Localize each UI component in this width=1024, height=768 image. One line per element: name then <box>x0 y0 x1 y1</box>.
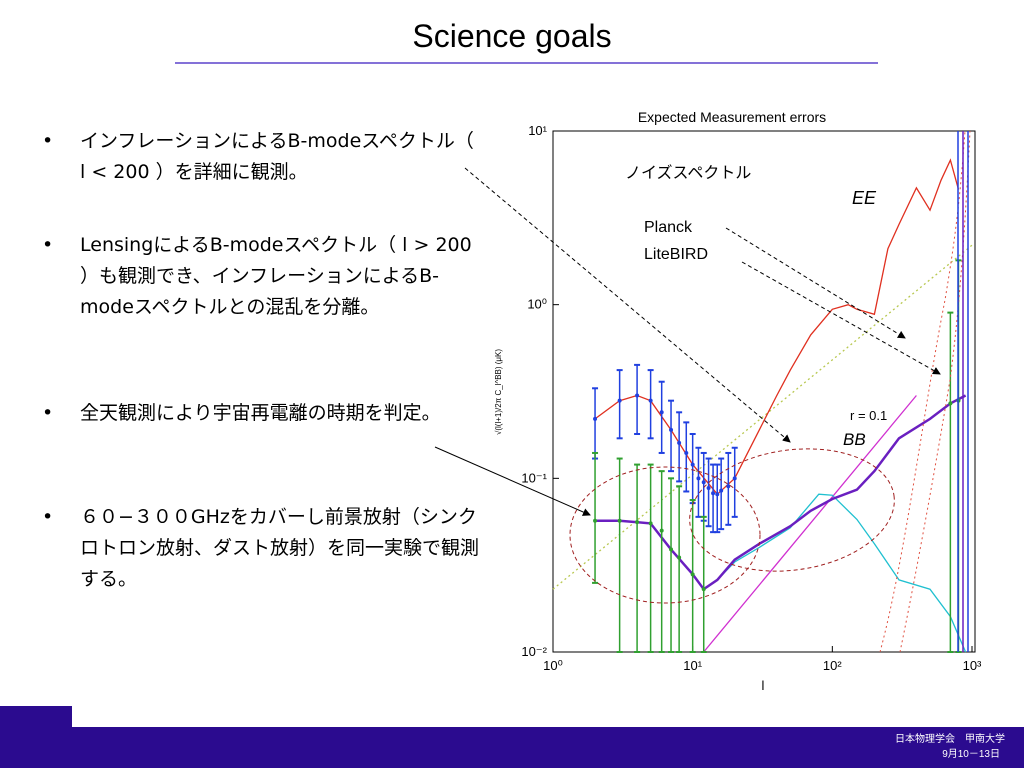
data-point <box>690 462 695 467</box>
data-point <box>701 480 706 485</box>
chart-title: Expected Measurement errors <box>638 109 826 125</box>
footer-bar <box>0 727 1024 768</box>
data-point <box>719 488 724 493</box>
y-tick-label: 10⁻² <box>521 644 547 659</box>
annotation: EE <box>852 188 877 208</box>
x-tick-label: 10² <box>823 658 842 673</box>
data-point <box>701 587 706 592</box>
data-point <box>715 492 720 497</box>
data-point <box>659 410 664 415</box>
data-point <box>593 518 598 523</box>
x-tick-label: 10¹ <box>683 658 702 673</box>
curve <box>552 244 973 590</box>
bullet: 全天観測により宇宙再電離の時期を判定。 <box>42 398 485 429</box>
data-point <box>696 476 701 481</box>
highlight-ellipse <box>689 448 895 572</box>
x-axis-label: l <box>762 678 765 693</box>
noise-curve-planck <box>879 130 966 653</box>
dashed-arrow <box>741 261 941 375</box>
y-axis-label: √(l(l+1)/2π C_l^BB) (μK) <box>494 349 503 435</box>
annotation: LiteBIRD <box>644 246 708 263</box>
data-point <box>706 485 711 490</box>
footer-society: 日本物理学会 甲南大学 <box>895 732 1005 745</box>
data-point <box>669 427 674 432</box>
data-point <box>948 401 953 406</box>
data-point <box>732 476 737 481</box>
dashed-arrow <box>725 227 906 339</box>
dashed-arrow <box>464 167 791 443</box>
data-point <box>617 398 622 403</box>
y-tick-label: 10⁰ <box>527 297 547 312</box>
data-point <box>677 440 682 445</box>
noise-curve-litebird <box>899 130 971 653</box>
highlight-ellipse <box>569 466 761 604</box>
bullet: ６０−３００GHzをカバーし前景放射（シンクロトロン放射、ダスト放射）を同一実験… <box>42 502 485 595</box>
curve <box>703 395 917 653</box>
x-tick-label: 10⁰ <box>543 658 563 673</box>
annotation: r = 0.1 <box>850 408 887 423</box>
footer-logo-block <box>0 706 72 748</box>
data-point <box>684 450 689 455</box>
bullet: LensingによるB-modeスペクトル（ l > 200 ）も観測でき、イン… <box>42 230 485 323</box>
data-point <box>711 491 716 496</box>
data-point <box>690 572 695 577</box>
data-point <box>648 398 653 403</box>
data-point <box>677 555 682 560</box>
annotation: BB <box>843 430 866 449</box>
data-point <box>635 393 640 398</box>
y-tick-label: 10⁻¹ <box>521 470 547 485</box>
bullet: インフレーションによるB-modeスペクトル（ l < 200 ）を詳細に観測。 <box>42 126 485 188</box>
curve <box>594 158 960 496</box>
slide-title: Science goals <box>412 18 611 54</box>
x-tick-label: 10³ <box>963 658 982 673</box>
data-point <box>648 521 653 526</box>
data-point <box>635 520 640 525</box>
data-point <box>617 518 622 523</box>
annotation: ノイズスペクトル <box>625 164 751 182</box>
footer-date: 9月10－13日 <box>942 748 1000 760</box>
annotation: Planck <box>644 219 693 236</box>
plot-frame <box>552 130 976 653</box>
data-point <box>593 416 598 421</box>
data-point <box>726 484 731 489</box>
y-tick-label: 10¹ <box>528 123 547 138</box>
arrow <box>434 446 591 516</box>
plot-area: 10⁰ 10¹ 10² 10³ 10⁻² 10⁻¹ 10⁰ 10¹ <box>521 123 982 673</box>
data-point <box>669 547 674 552</box>
curve <box>595 394 967 591</box>
data-point <box>659 528 664 533</box>
